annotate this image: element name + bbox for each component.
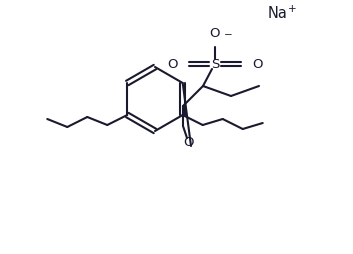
- Text: O: O: [210, 27, 220, 40]
- Text: O: O: [184, 135, 194, 149]
- Text: O: O: [252, 57, 263, 71]
- Text: +: +: [288, 4, 297, 14]
- Text: −: −: [224, 30, 233, 40]
- Text: O: O: [168, 57, 178, 71]
- Text: S: S: [211, 57, 219, 71]
- Text: Na: Na: [268, 7, 288, 22]
